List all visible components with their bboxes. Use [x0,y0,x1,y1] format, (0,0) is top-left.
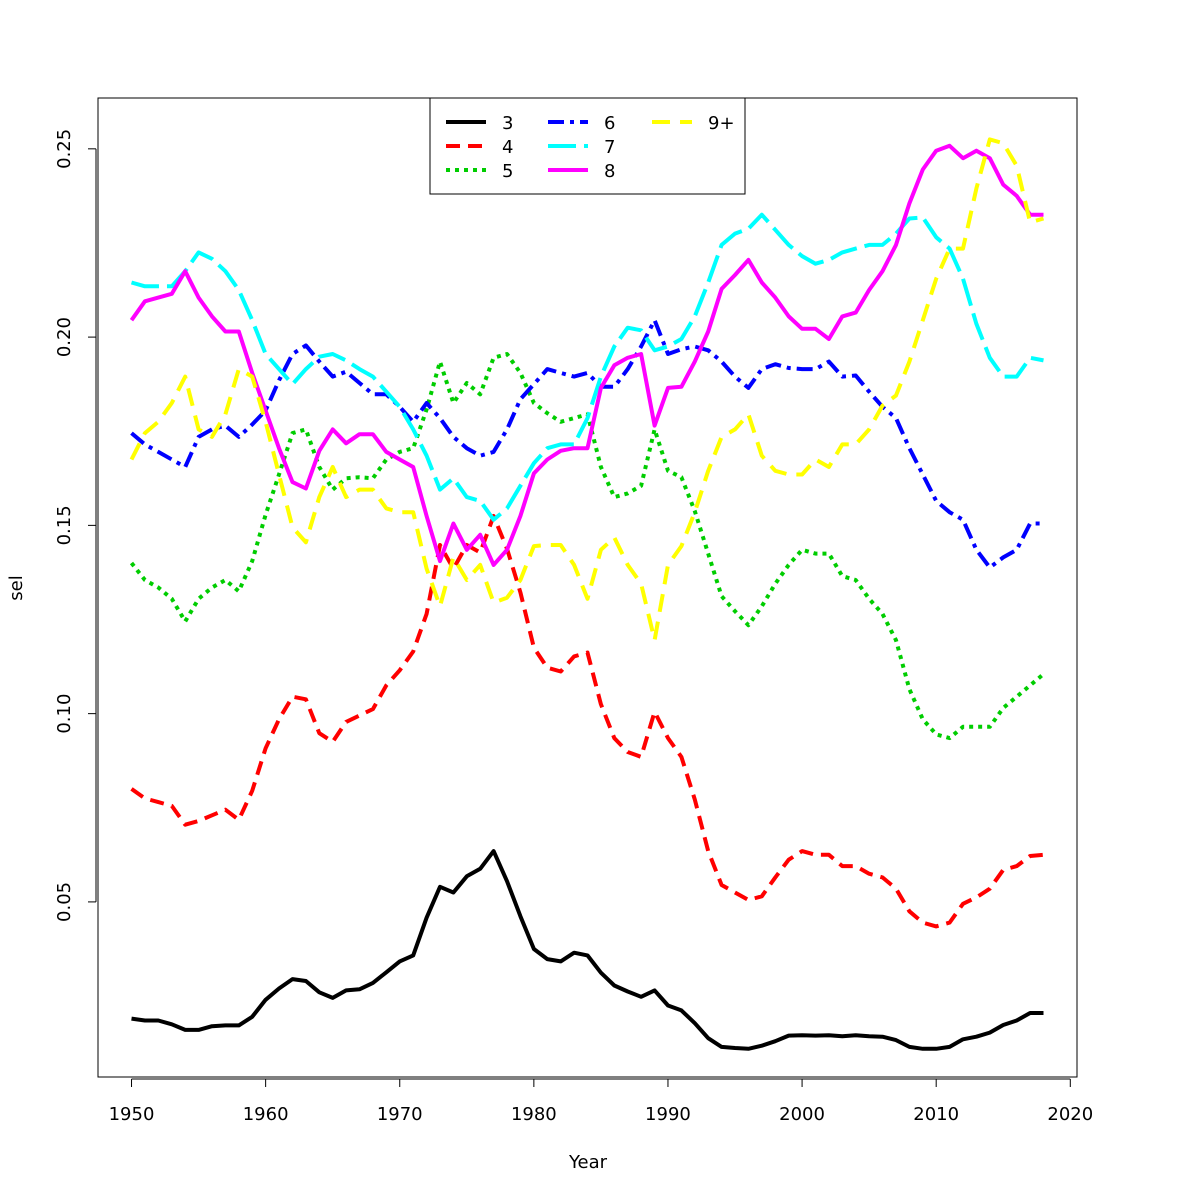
series-line-6 [130,318,1044,570]
x-tick-label: 2010 [913,1104,959,1125]
y-axis-title: sel [6,575,27,600]
x-tick-label: 1970 [377,1104,423,1125]
y-tick-label: 0.20 [54,317,75,357]
legend-label: 8 [604,161,615,182]
x-axis-title: Year [568,1152,608,1173]
y-tick-label: 0.15 [54,505,75,545]
y-tick-label: 0.25 [54,129,75,169]
y-tick-label: 0.05 [54,882,75,922]
x-tick-label: 2000 [779,1104,825,1125]
legend: 3 4 5 6 7 8 9+ [429,97,746,195]
series-line-9plus [129,137,1045,643]
x-tick-label: 1960 [243,1104,289,1125]
series-layer [129,137,1045,1051]
series-line-7 [130,212,1044,522]
x-tick-label: 1990 [645,1104,691,1125]
x-axis: 1950 1960 1970 1980 1990 2000 2010 2020 [109,1078,1093,1125]
legend-label: 7 [604,137,615,158]
plot-frame [97,97,1078,1078]
x-tick-label: 1980 [511,1104,557,1125]
series-line-3 [131,849,1044,1051]
x-tick-label: 1950 [109,1104,155,1125]
x-tick-label: 2020 [1047,1104,1093,1125]
series-line-4 [130,514,1044,929]
y-tick-label: 0.10 [54,694,75,734]
y-axis: 0.05 0.10 0.15 0.20 0.25 [54,129,97,922]
series-line-8 [129,143,1044,567]
legend-label: 6 [604,113,615,134]
legend-label: 9+ [708,113,735,134]
legend-label: 3 [502,113,513,134]
legend-label: 4 [502,137,513,158]
legend-label: 5 [502,161,513,182]
